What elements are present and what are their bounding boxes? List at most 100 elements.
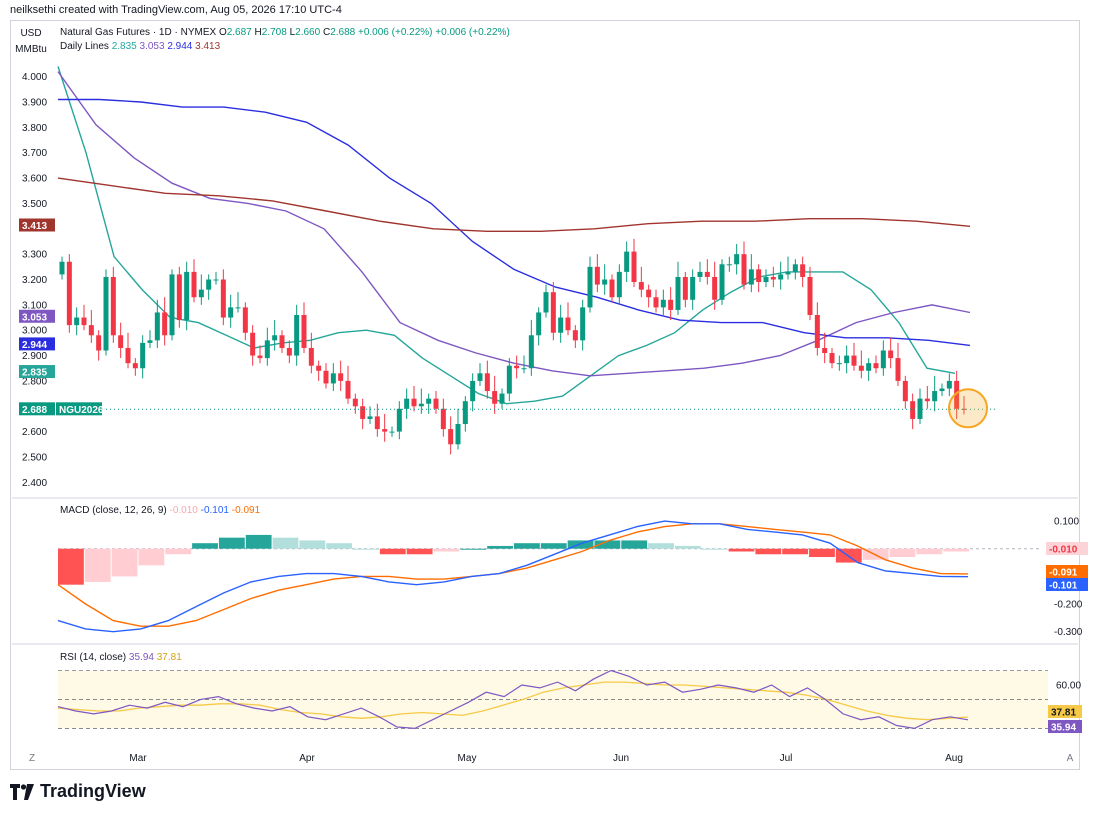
candle-102[interactable] <box>807 266 813 321</box>
candle-44[interactable] <box>382 413 388 442</box>
candle-122[interactable] <box>954 370 960 419</box>
candle-49[interactable] <box>418 388 424 414</box>
candle-108[interactable] <box>851 342 857 371</box>
candle-47[interactable] <box>404 388 410 419</box>
candle-18[interactable] <box>191 259 197 303</box>
candle-115[interactable] <box>902 375 908 409</box>
candle-10[interactable] <box>132 358 138 376</box>
candle-103[interactable] <box>814 302 820 356</box>
candle-30[interactable] <box>279 330 285 354</box>
candle-113[interactable] <box>888 337 894 369</box>
candle-14[interactable] <box>162 297 168 346</box>
candle-78[interactable] <box>631 238 637 288</box>
candle-82[interactable] <box>660 289 666 315</box>
candle-40[interactable] <box>352 393 358 414</box>
candle-117[interactable] <box>917 388 923 425</box>
candle-46[interactable] <box>396 401 402 440</box>
candle-97[interactable] <box>770 266 776 288</box>
macd-legend-label[interactable]: MACD (close, 12, 26, 9) <box>60 505 167 516</box>
candle-41[interactable] <box>360 398 366 430</box>
candle-114[interactable] <box>895 342 901 386</box>
candle-29[interactable] <box>272 320 278 351</box>
candle-13[interactable] <box>154 299 160 348</box>
candle-25[interactable] <box>242 302 248 341</box>
candle-101[interactable] <box>800 256 806 288</box>
candle-38[interactable] <box>338 360 344 392</box>
candle-8[interactable] <box>118 322 124 359</box>
candle-62[interactable] <box>514 355 520 379</box>
candle-5[interactable] <box>96 330 102 361</box>
candle-85[interactable] <box>682 271 688 308</box>
candle-68[interactable] <box>558 304 564 343</box>
candle-84[interactable] <box>675 261 681 315</box>
candle-71[interactable] <box>580 299 586 351</box>
candle-112[interactable] <box>880 340 886 376</box>
candle-110[interactable] <box>866 358 872 381</box>
candle-4[interactable] <box>88 309 94 343</box>
candle-69[interactable] <box>565 302 571 336</box>
candle-70[interactable] <box>572 325 578 348</box>
candle-55[interactable] <box>462 396 468 432</box>
candle-31[interactable] <box>286 340 292 364</box>
candle-90[interactable] <box>719 259 725 305</box>
candle-81[interactable] <box>653 289 659 313</box>
candle-9[interactable] <box>125 332 131 369</box>
candle-28[interactable] <box>264 327 270 366</box>
candle-56[interactable] <box>470 373 476 412</box>
candle-34[interactable] <box>308 332 314 374</box>
candle-36[interactable] <box>323 363 329 389</box>
candle-51[interactable] <box>433 391 439 414</box>
candle-79[interactable] <box>638 266 644 298</box>
candle-77[interactable] <box>624 241 630 283</box>
candle-87[interactable] <box>697 261 703 283</box>
candle-59[interactable] <box>492 375 498 414</box>
candle-57[interactable] <box>477 363 483 386</box>
candle-93[interactable] <box>741 241 747 290</box>
candle-118[interactable] <box>924 385 930 409</box>
candle-111[interactable] <box>873 355 879 374</box>
candle-72[interactable] <box>587 256 593 313</box>
candle-98[interactable] <box>778 261 784 290</box>
candle-33[interactable] <box>301 302 307 354</box>
symbol-name[interactable]: Natural Gas Futures · 1D · NYMEX <box>60 27 217 38</box>
candle-7[interactable] <box>110 266 116 343</box>
candle-76[interactable] <box>616 264 622 305</box>
candle-104[interactable] <box>822 332 828 364</box>
candle-39[interactable] <box>345 365 351 404</box>
candle-123[interactable] <box>961 396 967 415</box>
candle-0[interactable] <box>59 256 65 280</box>
candle-119[interactable] <box>932 375 938 412</box>
candle-100[interactable] <box>792 259 798 280</box>
candle-35[interactable] <box>316 360 322 381</box>
candle-89[interactable] <box>712 261 718 310</box>
unit-selector[interactable]: USD MMBtu <box>12 26 50 58</box>
candle-66[interactable] <box>543 284 549 318</box>
candle-86[interactable] <box>690 269 696 310</box>
candle-80[interactable] <box>646 284 652 308</box>
candle-1[interactable] <box>66 254 72 333</box>
candle-116[interactable] <box>910 393 916 430</box>
candle-120[interactable] <box>939 383 945 397</box>
candle-45[interactable] <box>389 426 395 437</box>
candle-65[interactable] <box>536 307 542 346</box>
candle-109[interactable] <box>858 350 864 379</box>
candle-74[interactable] <box>602 264 608 295</box>
candle-52[interactable] <box>440 398 446 437</box>
candle-83[interactable] <box>668 287 674 321</box>
candle-67[interactable] <box>550 282 556 341</box>
candle-106[interactable] <box>836 355 842 371</box>
candle-107[interactable] <box>844 345 850 374</box>
candle-54[interactable] <box>455 408 461 450</box>
daily-lines-label[interactable]: Daily Lines <box>60 41 109 52</box>
candle-15[interactable] <box>169 269 175 341</box>
candle-88[interactable] <box>704 259 710 285</box>
tradingview-brand[interactable]: TradingView <box>10 781 146 802</box>
candle-3[interactable] <box>81 304 87 331</box>
candle-43[interactable] <box>374 403 380 437</box>
rsi-legend-label[interactable]: RSI (14, close) <box>60 652 127 663</box>
candle-121[interactable] <box>946 373 952 397</box>
candle-91[interactable] <box>726 256 732 272</box>
candle-22[interactable] <box>220 269 226 326</box>
candle-12[interactable] <box>147 330 153 348</box>
candle-26[interactable] <box>250 325 256 366</box>
